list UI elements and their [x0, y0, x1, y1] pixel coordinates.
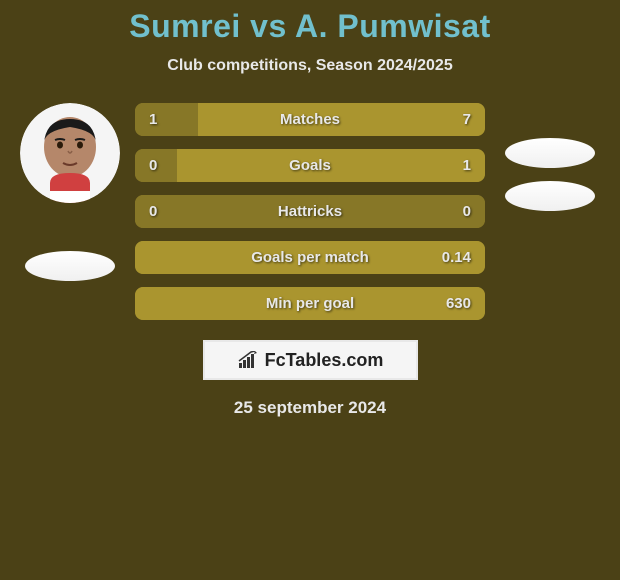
subtitle: Club competitions, Season 2024/2025	[167, 57, 452, 75]
stat-label: Goals	[135, 157, 485, 174]
stat-bar-0: 1Matches7	[135, 103, 485, 136]
stat-right-val: 0	[463, 203, 471, 220]
player-right-flag-top	[505, 138, 595, 168]
stat-right-val: 0.14	[442, 249, 471, 266]
stats-column: 1Matches70Goals10Hattricks0Goals per mat…	[135, 103, 485, 320]
content-row: 1Matches70Goals10Hattricks0Goals per mat…	[0, 103, 620, 320]
player-right-column	[495, 103, 605, 211]
stat-bar-2: 0Hattricks0	[135, 195, 485, 228]
player-left-flag	[25, 251, 115, 281]
stat-label: Min per goal	[135, 295, 485, 312]
stat-right-val: 1	[463, 157, 471, 174]
stat-label: Matches	[135, 111, 485, 128]
stat-right-val: 630	[446, 295, 471, 312]
chart-icon	[237, 351, 259, 369]
page-title: Sumrei vs A. Pumwisat	[129, 8, 490, 45]
stat-right-val: 7	[463, 111, 471, 128]
date-text: 25 september 2024	[234, 398, 386, 418]
player-right-flag	[505, 181, 595, 211]
main-container: Sumrei vs A. Pumwisat Club competitions,…	[0, 0, 620, 580]
logo-text: FcTables.com	[265, 350, 384, 371]
stat-label: Goals per match	[135, 249, 485, 266]
logo-box: FcTables.com	[203, 340, 418, 380]
stat-label: Hattricks	[135, 203, 485, 220]
player-left-avatar	[20, 103, 120, 203]
player-left-column	[15, 103, 125, 281]
stat-bar-3: Goals per match0.14	[135, 241, 485, 274]
avatar-face-icon	[20, 103, 120, 203]
stat-bar-4: Min per goal630	[135, 287, 485, 320]
stat-bar-1: 0Goals1	[135, 149, 485, 182]
